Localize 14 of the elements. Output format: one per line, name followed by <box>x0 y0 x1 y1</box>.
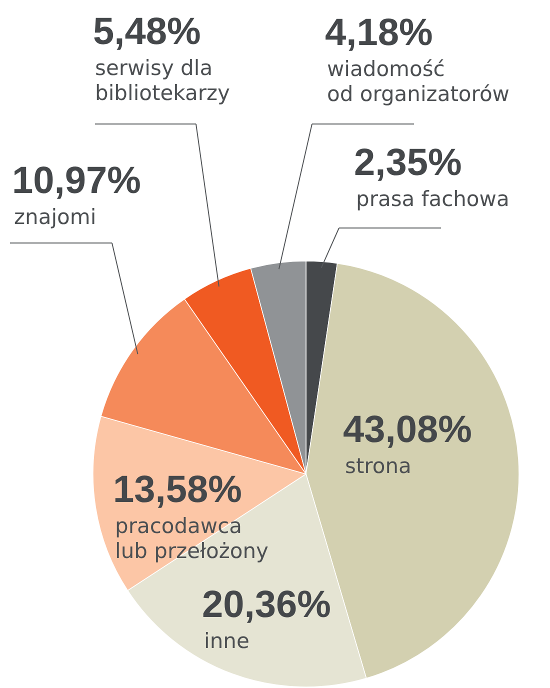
slice-label: pracodawca lub przełożony <box>115 514 268 563</box>
data-label: 4,18% <box>325 12 433 54</box>
slice-label: znajomi <box>14 205 96 229</box>
slice-label: wiadomość od organizatorów <box>327 57 510 106</box>
data-label: 10,97% <box>12 160 141 202</box>
data-label: 20,36% <box>202 584 331 626</box>
slice-label: serwisy dla bibliotekarzy <box>95 56 230 105</box>
data-label: 43,08% <box>343 409 472 451</box>
slice-label: inne <box>204 629 250 653</box>
data-label: 5,48% <box>93 11 201 53</box>
data-label: 13,58% <box>113 469 242 511</box>
data-label: 2,35% <box>354 142 462 184</box>
slice-label: prasa fachowa <box>356 187 510 211</box>
slice-label: strona <box>345 454 412 478</box>
